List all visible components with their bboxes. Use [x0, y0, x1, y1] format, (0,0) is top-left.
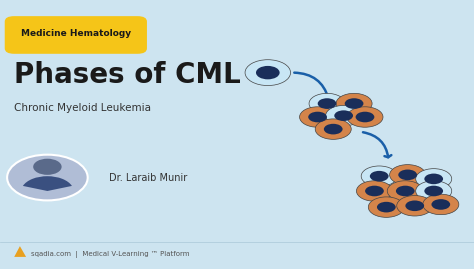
Circle shape	[387, 181, 423, 201]
Circle shape	[336, 93, 372, 114]
Circle shape	[431, 199, 450, 210]
Wedge shape	[23, 176, 72, 191]
Circle shape	[315, 119, 351, 139]
Circle shape	[424, 174, 443, 184]
Circle shape	[416, 181, 452, 201]
Polygon shape	[14, 246, 26, 257]
Circle shape	[368, 197, 404, 217]
Text: sqadia.com  |  Medical V-Learning ™ Platform: sqadia.com | Medical V-Learning ™ Platfo…	[31, 251, 189, 258]
Circle shape	[324, 124, 343, 134]
Circle shape	[33, 159, 62, 175]
Circle shape	[390, 165, 426, 185]
Circle shape	[396, 186, 415, 196]
Circle shape	[309, 93, 345, 114]
Circle shape	[334, 110, 353, 121]
Circle shape	[345, 98, 364, 109]
Circle shape	[377, 202, 396, 213]
Circle shape	[398, 169, 417, 180]
Circle shape	[397, 196, 433, 216]
Circle shape	[356, 181, 392, 201]
Circle shape	[347, 107, 383, 127]
Circle shape	[245, 60, 291, 86]
FancyBboxPatch shape	[5, 16, 147, 54]
Text: Dr. Laraib Munir: Dr. Laraib Munir	[109, 172, 187, 183]
Circle shape	[256, 66, 280, 79]
Text: Medicine Hematology: Medicine Hematology	[21, 29, 131, 38]
Circle shape	[405, 200, 424, 211]
Circle shape	[370, 171, 389, 182]
Circle shape	[424, 186, 443, 196]
Circle shape	[300, 107, 336, 127]
Circle shape	[7, 155, 88, 200]
Text: Phases of CML: Phases of CML	[14, 61, 241, 89]
Text: Chronic Myeloid Leukemia: Chronic Myeloid Leukemia	[14, 102, 151, 113]
Circle shape	[356, 112, 374, 122]
Circle shape	[318, 98, 337, 109]
Circle shape	[326, 105, 362, 126]
Circle shape	[308, 112, 327, 122]
Circle shape	[365, 186, 384, 196]
Circle shape	[423, 194, 459, 215]
Circle shape	[416, 169, 452, 189]
Circle shape	[361, 166, 397, 186]
